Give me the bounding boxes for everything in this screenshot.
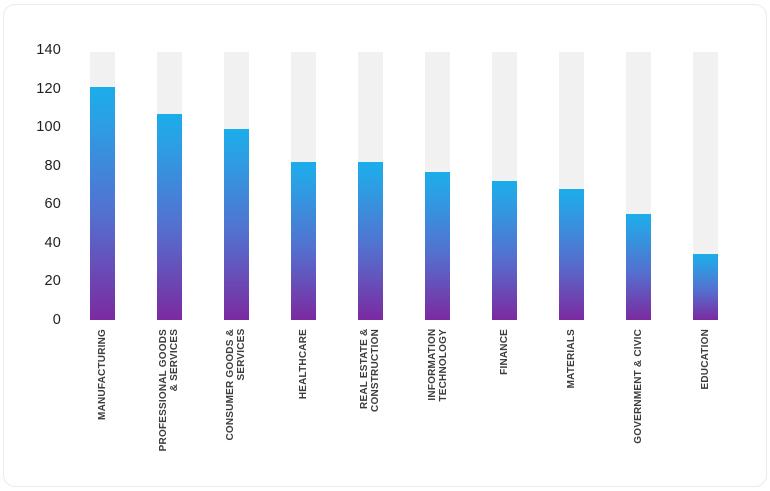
bar-consumer-goods: [223, 129, 249, 320]
y-axis-tick-label: 100: [36, 119, 61, 136]
y-axis-tick-label: 60: [44, 196, 61, 213]
bar-chart: 140 120 100 80 60 40 20 0 MANUFACTURING PROFESSIO…: [4, 5, 766, 486]
chart-card: 140 120 100 80 60 40 20 0 MANUFACTURING PROFESSIO…: [3, 4, 767, 487]
y-axis-tick-label: 120: [36, 80, 61, 97]
y-axis-tick-label: 20: [44, 273, 61, 290]
bar-materials: [559, 188, 585, 320]
bar-professional-goods: [156, 113, 182, 320]
y-axis-tick-label: 140: [36, 42, 61, 58]
y-axis-tick-label: 80: [44, 157, 61, 174]
category-label-text: EDUCATION: [700, 329, 712, 390]
bar-manufacturing: [89, 86, 115, 320]
y-axis-tick-label: 40: [44, 234, 61, 251]
category-label: EDUCATION: [641, 329, 770, 489]
bar-government-civic: [626, 213, 652, 320]
bar-information: [425, 171, 450, 320]
bar-real-estate: [357, 161, 383, 320]
y-axis-tick-label: 0: [52, 312, 61, 328]
bar-finance: [492, 181, 518, 320]
bar-education: [693, 254, 719, 320]
bar-healthcare: [290, 161, 316, 320]
